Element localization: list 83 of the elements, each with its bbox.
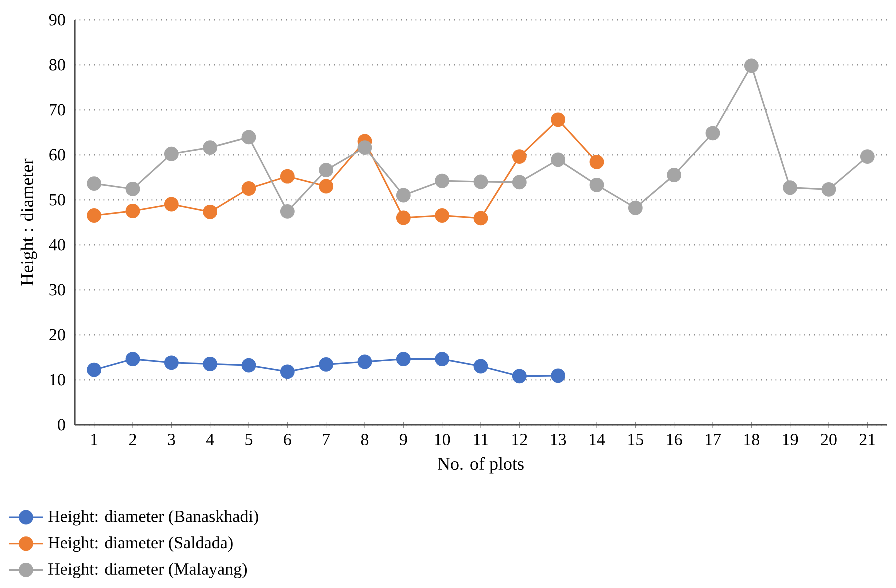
point [280, 204, 295, 219]
point [744, 58, 759, 74]
point [474, 211, 488, 226]
point [242, 130, 256, 145]
x-tick-label: 6 [284, 434, 292, 446]
point [822, 182, 836, 197]
point [783, 180, 798, 196]
point [126, 204, 140, 218]
y-tick-label: 30 [50, 284, 66, 296]
point [242, 182, 256, 196]
point [280, 169, 295, 184]
point [396, 210, 411, 226]
point [512, 369, 527, 384]
point [87, 208, 102, 223]
y-tick-label: 50 [50, 194, 66, 206]
legend-label: Height: diameter (Saldada) [48, 536, 233, 552]
y-tick-label: 10 [50, 374, 66, 386]
point [319, 357, 334, 372]
x-tick-label: 4 [206, 434, 214, 446]
point [319, 179, 334, 194]
x-tick-label: 17 [706, 434, 721, 446]
x-tick-label: 20 [821, 434, 837, 446]
point [435, 352, 450, 366]
x-tick-label: 12 [512, 434, 528, 446]
legend-label: Height: diameter (Banaskhadi) [48, 510, 258, 526]
y-tick-label: 40 [49, 239, 66, 251]
point [474, 359, 488, 374]
x-tick-label: 13 [551, 434, 566, 446]
x-tick-label: 3 [168, 434, 176, 446]
point [396, 188, 411, 203]
point [628, 200, 643, 216]
x-tick-label: 15 [628, 434, 644, 446]
y-tick-label: 70 [50, 104, 66, 116]
point [203, 357, 218, 372]
x-axis-title: No. of plots [438, 457, 524, 474]
point [435, 208, 450, 223]
point [280, 364, 295, 380]
point [551, 112, 566, 128]
point [396, 352, 411, 366]
point [512, 150, 527, 164]
y-tick-label: 20 [50, 329, 66, 341]
point [435, 174, 450, 188]
point [87, 176, 102, 191]
point [164, 146, 179, 162]
point [358, 140, 372, 155]
point [474, 174, 488, 190]
x-tick-label: 16 [667, 434, 682, 446]
x-tick-label: 8 [361, 434, 369, 446]
y-tick-label: 90 [49, 14, 66, 26]
point [126, 352, 140, 366]
x-tick-label: 9 [400, 434, 408, 446]
y-tick-label: 80 [50, 59, 66, 71]
point [203, 204, 218, 220]
y-tick-label: 0 [58, 419, 66, 431]
x-tick-label: 14 [590, 434, 606, 446]
point [358, 354, 372, 370]
point [590, 155, 604, 170]
point [551, 152, 566, 168]
y-tick-label: 60 [50, 149, 66, 161]
x-tick-label: 19 [783, 434, 798, 446]
point [551, 368, 566, 384]
point [590, 178, 604, 192]
x-tick-label: 1 [92, 434, 98, 446]
point [706, 126, 720, 141]
x-tick-label: 7 [323, 434, 330, 446]
point [126, 182, 140, 196]
x-tick-label: 21 [860, 434, 876, 446]
point [512, 175, 527, 190]
point [164, 197, 179, 212]
point [319, 163, 334, 178]
x-tick-label: 10 [435, 434, 450, 446]
point [667, 168, 682, 182]
x-tick-label: 18 [744, 434, 760, 446]
x-tick-label: 11 [474, 434, 488, 446]
y-axis-title: Height : diameter [20, 158, 38, 286]
x-tick-label: 5 [246, 434, 253, 446]
x-tick-label: 2 [130, 434, 136, 446]
point [164, 356, 179, 370]
point [860, 150, 875, 164]
point [87, 362, 102, 378]
legend-label: Height: diameter (Malayang) [48, 563, 248, 578]
point [203, 140, 218, 155]
point [242, 358, 256, 373]
